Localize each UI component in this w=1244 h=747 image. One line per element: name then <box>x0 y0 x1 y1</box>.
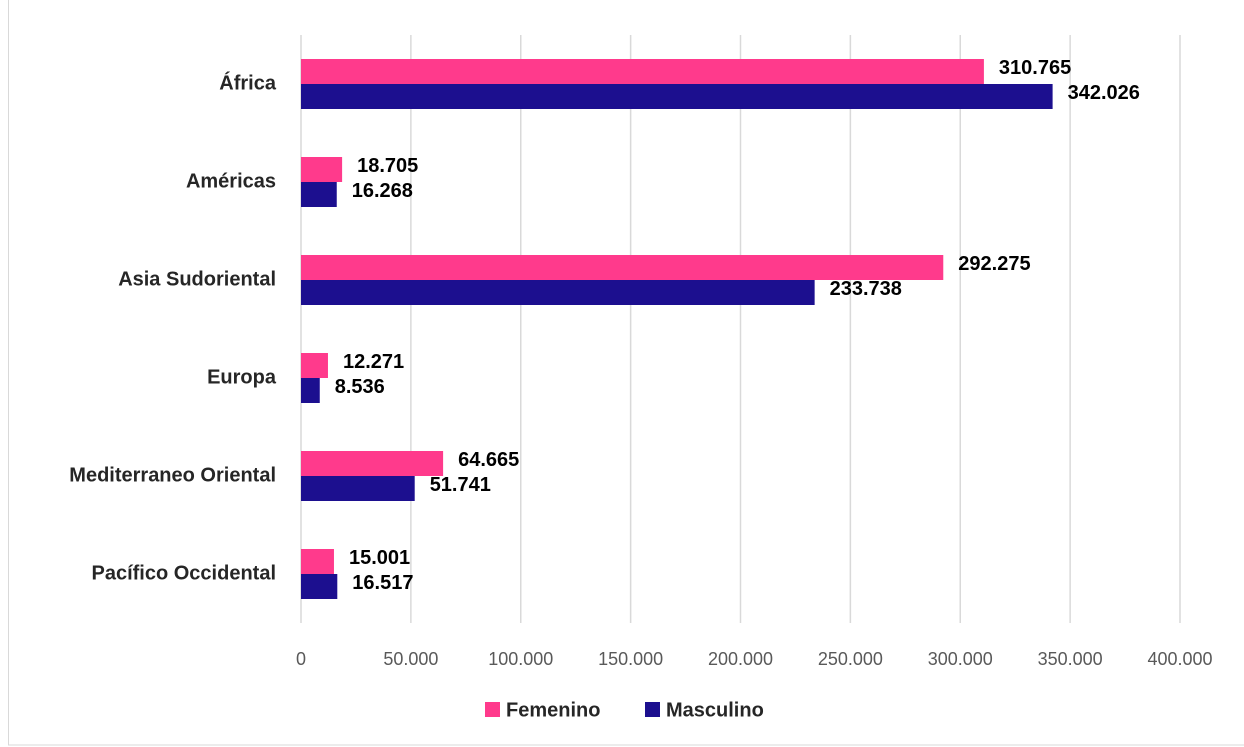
category-label: Américas <box>186 170 276 192</box>
bar <box>301 574 338 599</box>
category-label: África <box>219 71 277 94</box>
legend-swatch <box>645 702 660 717</box>
bar <box>301 280 815 305</box>
x-tick-label: 400.000 <box>1147 649 1212 669</box>
chart-border <box>8 0 1244 746</box>
data-label: 64.665 <box>458 449 519 471</box>
data-label: 292.275 <box>958 253 1030 275</box>
data-label: 12.271 <box>343 351 404 373</box>
x-tick-label: 100.000 <box>488 649 553 669</box>
data-label: 310.765 <box>999 57 1071 79</box>
category-label: Europa <box>207 366 277 388</box>
x-tick-label: 0 <box>296 649 306 669</box>
x-tick-label: 50.000 <box>383 649 438 669</box>
bar <box>301 84 1053 109</box>
bar <box>301 255 944 280</box>
data-label: 233.738 <box>830 278 902 300</box>
legend-label: Masculino <box>666 699 764 721</box>
category-label: Asia Sudoriental <box>118 268 276 290</box>
data-label: 8.536 <box>335 376 385 398</box>
data-label: 342.026 <box>1068 82 1140 104</box>
bar <box>301 549 334 574</box>
bar <box>301 182 337 207</box>
category-label: Mediterraneo Oriental <box>69 464 276 486</box>
legend-label: Femenino <box>506 699 600 721</box>
bar <box>301 378 320 403</box>
bar <box>301 157 343 182</box>
x-tick-label: 200.000 <box>708 649 773 669</box>
x-tick-label: 150.000 <box>598 649 663 669</box>
legend-swatch <box>485 702 500 717</box>
bar <box>301 59 984 84</box>
data-label: 15.001 <box>349 547 410 569</box>
data-label: 18.705 <box>357 155 418 177</box>
bar <box>301 353 328 378</box>
data-label: 51.741 <box>430 474 491 496</box>
bar <box>301 476 415 501</box>
x-tick-label: 350.000 <box>1038 649 1103 669</box>
data-label: 16.517 <box>352 572 413 594</box>
bar <box>301 451 444 476</box>
data-label: 16.268 <box>352 180 413 202</box>
x-tick-label: 300.000 <box>928 649 993 669</box>
category-label: Pacífico Occidental <box>91 562 276 584</box>
x-tick-label: 250.000 <box>818 649 883 669</box>
